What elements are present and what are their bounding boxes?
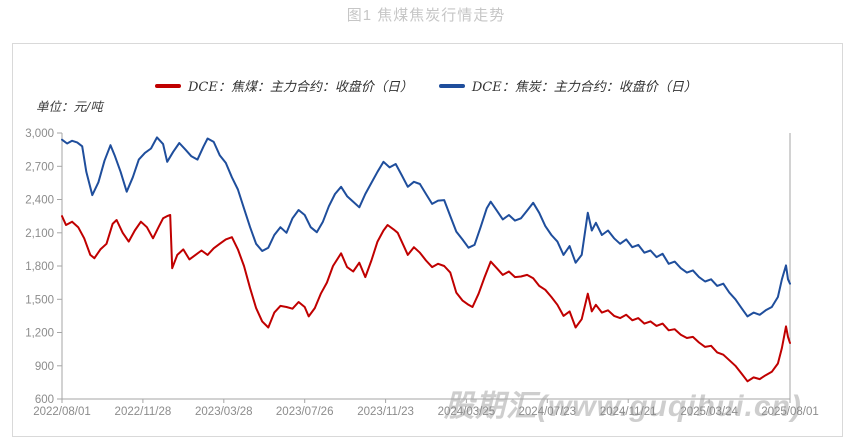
x-axis-label: 2025/08/01 — [761, 406, 819, 418]
watermark-text: 股期汇(www.guqihui.cn) — [444, 390, 802, 423]
y-axis-label: 1,200 — [25, 328, 54, 340]
x-axis-label: 2025/03/24 — [680, 406, 738, 418]
legend-item-coking-coal: DCE：焦煤：主力合约：收盘价（日） — [155, 76, 413, 95]
legend-swatch-coking-coal-icon — [155, 83, 181, 88]
x-axis-label: 2022/08/01 — [33, 406, 91, 418]
legend-label-coke: DCE：焦炭：主力合约：收盘价（日） — [471, 80, 697, 95]
series-line-coking-coal — [61, 214, 791, 383]
x-axis-label: 2024/03/25 — [438, 406, 496, 418]
legend-item-coke: DCE：焦炭：主力合约：收盘价（日） — [438, 76, 697, 95]
y-axis-label: 1,800 — [25, 261, 54, 273]
x-axis-label: 2023/07/26 — [276, 406, 334, 418]
legend-swatch-coke-icon — [438, 83, 465, 88]
y-axis-label: 900 — [35, 361, 54, 373]
chart-title: 图1 焦煤焦炭行情走势 — [346, 7, 506, 24]
chart-legend: DCE：焦煤：主力合约：收盘价（日） DCE：焦炭：主力合约：收盘价（日） — [155, 76, 697, 95]
y-axis-label: 1,500 — [25, 294, 54, 306]
x-axis-label: 2024/07/23 — [519, 406, 577, 418]
y-axis-label: 2,700 — [25, 161, 54, 173]
x-axis-label: 2023/03/28 — [195, 406, 253, 418]
y-axis-label: 2,100 — [25, 228, 54, 240]
x-axis-label: 2024/11/21 — [600, 406, 657, 418]
legend-label-coking-coal: DCE：焦煤：主力合约：收盘价（日） — [188, 80, 413, 95]
chart-frame — [12, 43, 843, 437]
x-axis-label: 2022/11/28 — [115, 406, 172, 418]
y-axis-unit-label: 单位：元/吨 — [36, 99, 103, 114]
series-line-coke — [61, 136, 791, 318]
y-axis-label: 3,000 — [25, 128, 54, 140]
x-axis-label: 2023/11/23 — [357, 406, 414, 418]
y-axis-label: 600 — [35, 394, 54, 406]
y-axis-label: 2,400 — [25, 195, 54, 207]
